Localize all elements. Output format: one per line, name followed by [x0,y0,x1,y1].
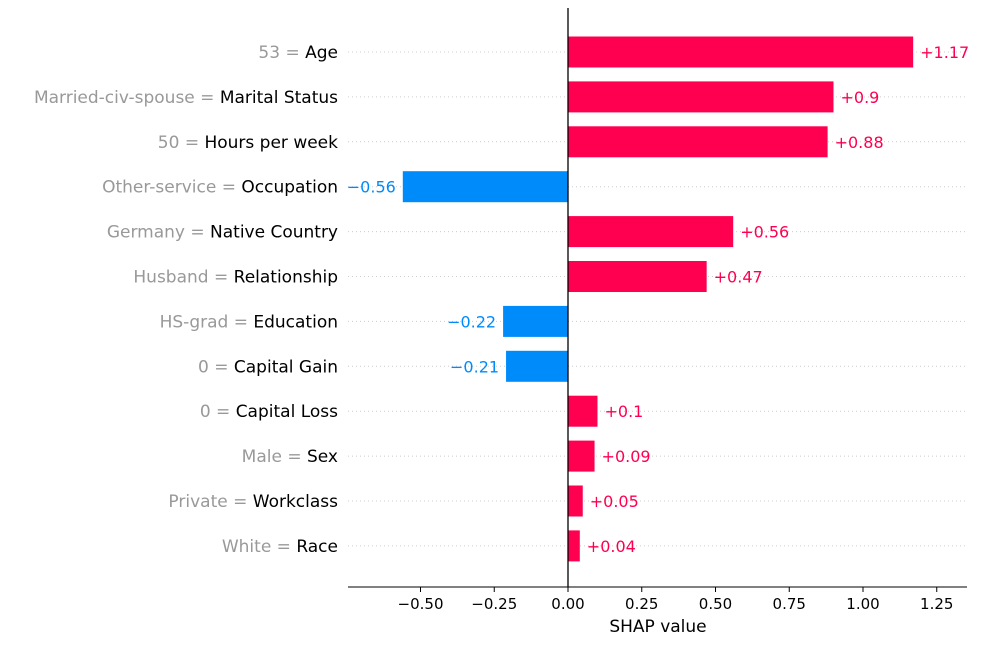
feature-value-text: 53 = [258,43,305,63]
feature-value-text: 0 = [198,357,234,377]
feature-name-text: Capital Loss [236,402,338,422]
feature-label: Male = Sex [242,447,338,467]
x-tick-label: 0.50 [699,595,732,613]
feature-name-text: Relationship [234,268,338,288]
feature-name-text: Sex [307,447,338,467]
feature-name-text: Age [305,43,338,63]
bar-value-label: +0.04 [587,537,636,556]
feature-name-text: Marital Status [220,88,338,108]
bar-value-label: +0.47 [714,268,763,287]
shap-bar [568,216,734,248]
feature-name-text: Workclass [253,492,338,512]
x-tick-label: 0.00 [551,595,584,613]
feature-name-text: Occupation [241,178,338,198]
feature-value-text: White = [222,537,296,557]
bar-value-label: +0.56 [740,223,789,242]
feature-name-text: Hours per week [204,133,338,153]
feature-label: Other-service = Occupation [102,178,338,198]
x-tick-label: 0.25 [625,595,658,613]
shap-bar [568,36,914,68]
x-axis-label: SHAP value [609,617,706,637]
bar-value-label: −0.56 [347,178,396,197]
feature-value-text: 50 = [158,133,205,153]
bars: +1.17 +0.9 +0.88 −0.56 +0.56 +0.47 −0.22 −0.21 +… [347,36,969,562]
bar-value-label: −0.21 [450,357,499,376]
bar-value-label: +0.09 [602,447,651,466]
grid-lines [348,51,967,547]
x-tick-label: 1.25 [920,595,953,613]
feature-name-text: Capital Gain [234,357,338,377]
shap-bar [402,171,568,203]
feature-value-text: Germany = [107,223,210,243]
x-tick-label: −0.25 [471,595,517,613]
shap-bar [568,485,583,517]
bar-value-label: +0.88 [835,133,884,152]
x-tick-label: 1.00 [846,595,879,613]
x-tick-label: 0.75 [773,595,806,613]
shap-bar [568,126,828,158]
shap-bar [568,530,580,562]
feature-label: White = Race [222,537,338,557]
shap-bar [568,81,834,113]
feature-label: Private = Workclass [168,492,338,512]
x-axis: −0.50 −0.25 0.00 0.25 0.50 0.75 1.00 1.25 [348,8,967,613]
bar-value-label: +1.17 [920,43,969,62]
feature-name-text: Education [253,312,338,332]
feature-value-text: Married-civ-spouse = [34,88,220,108]
shap-bar [568,395,598,427]
feature-label: 50 = Hours per week [158,133,338,153]
shap-bar [568,440,595,472]
shap-bar [503,305,568,337]
bar-value-label: +0.1 [605,402,644,421]
feature-labels: 53 = Age Married-civ-spouse = Marital Sta… [34,43,338,557]
bar-value-label: +0.9 [841,88,880,107]
feature-value-text: Other-service = [102,178,241,198]
feature-name-text: Race [296,537,338,557]
feature-label: HS-grad = Education [160,312,338,332]
feature-label: 0 = Capital Gain [198,357,338,377]
feature-label: 53 = Age [258,43,338,63]
feature-label: Husband = Relationship [133,268,338,288]
bar-value-label: −0.22 [447,312,496,331]
x-tick-label: −0.50 [398,595,444,613]
feature-label: 0 = Capital Loss [200,402,338,422]
feature-value-text: 0 = [200,402,236,422]
feature-value-text: Male = [242,447,307,467]
shap-bar [506,350,568,382]
feature-label: Married-civ-spouse = Marital Status [34,88,338,108]
feature-value-text: Husband = [133,268,233,288]
feature-value-text: Private = [168,492,252,512]
feature-label: Germany = Native Country [107,223,338,243]
feature-name-text: Native Country [210,223,338,243]
shap-bar [568,261,707,292]
feature-value-text: HS-grad = [160,312,254,332]
bar-value-label: +0.05 [590,492,639,511]
